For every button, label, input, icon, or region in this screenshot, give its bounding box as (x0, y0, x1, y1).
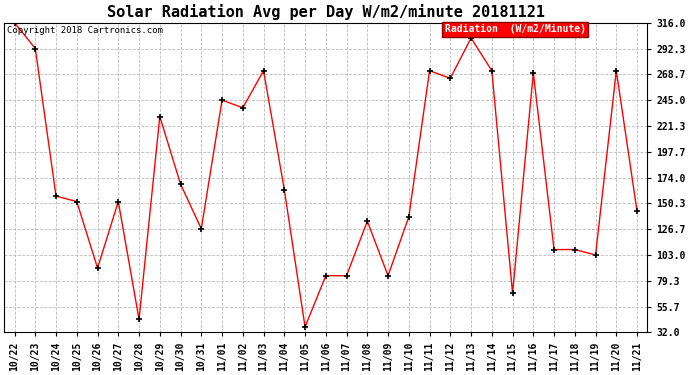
Title: Solar Radiation Avg per Day W/m2/minute 20181121: Solar Radiation Avg per Day W/m2/minute … (107, 4, 545, 20)
Text: Radiation  (W/m2/Minute): Radiation (W/m2/Minute) (445, 24, 586, 34)
Text: Copyright 2018 Cartronics.com: Copyright 2018 Cartronics.com (8, 26, 164, 35)
